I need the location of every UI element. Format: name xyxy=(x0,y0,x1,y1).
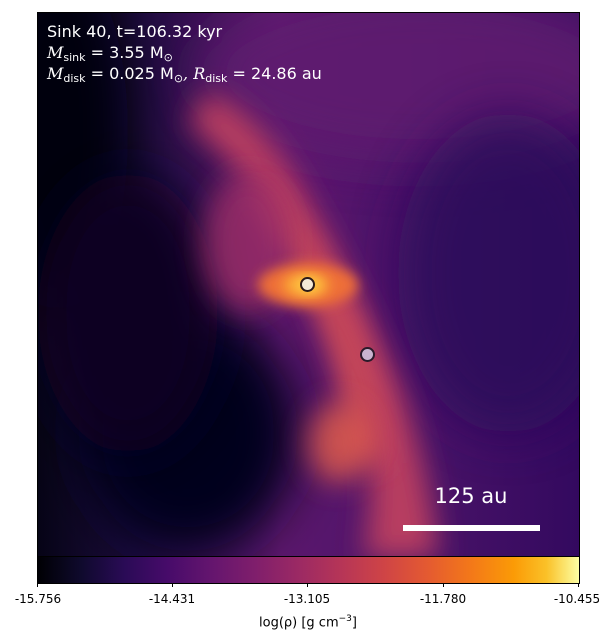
colorbar-tick-label: -10.455 xyxy=(553,592,601,606)
colorbar xyxy=(37,556,580,584)
density-map xyxy=(38,13,579,556)
colorbar-tick xyxy=(578,583,579,587)
colorbar-tick xyxy=(307,583,308,587)
colorbar-tick-label: -11.780 xyxy=(419,592,467,606)
disk-properties-label: Mdisk = 0.025 M⊙, Rdisk = 24.86 au xyxy=(47,64,322,85)
sink-mass-label: Msink = 3.55 M⊙ xyxy=(47,43,173,64)
colorbar-tick-label: -13.105 xyxy=(283,592,331,606)
colorbar-label: log(ρ) [g cm−3] xyxy=(259,614,357,631)
scale-bar xyxy=(403,525,540,531)
colorbar-tick xyxy=(172,583,173,587)
secondary-sink-marker xyxy=(360,347,375,362)
colorbar-tick xyxy=(37,583,38,587)
colorbar-tick-label: -15.756 xyxy=(14,592,62,606)
colorbar-tick-label: -14.431 xyxy=(148,592,196,606)
scale-bar-label: 125 au xyxy=(434,484,508,508)
colorbar-tick xyxy=(443,583,444,587)
primary-sink-marker xyxy=(300,277,315,292)
sink-time-label: Sink 40, t=106.32 kyr xyxy=(47,22,223,41)
